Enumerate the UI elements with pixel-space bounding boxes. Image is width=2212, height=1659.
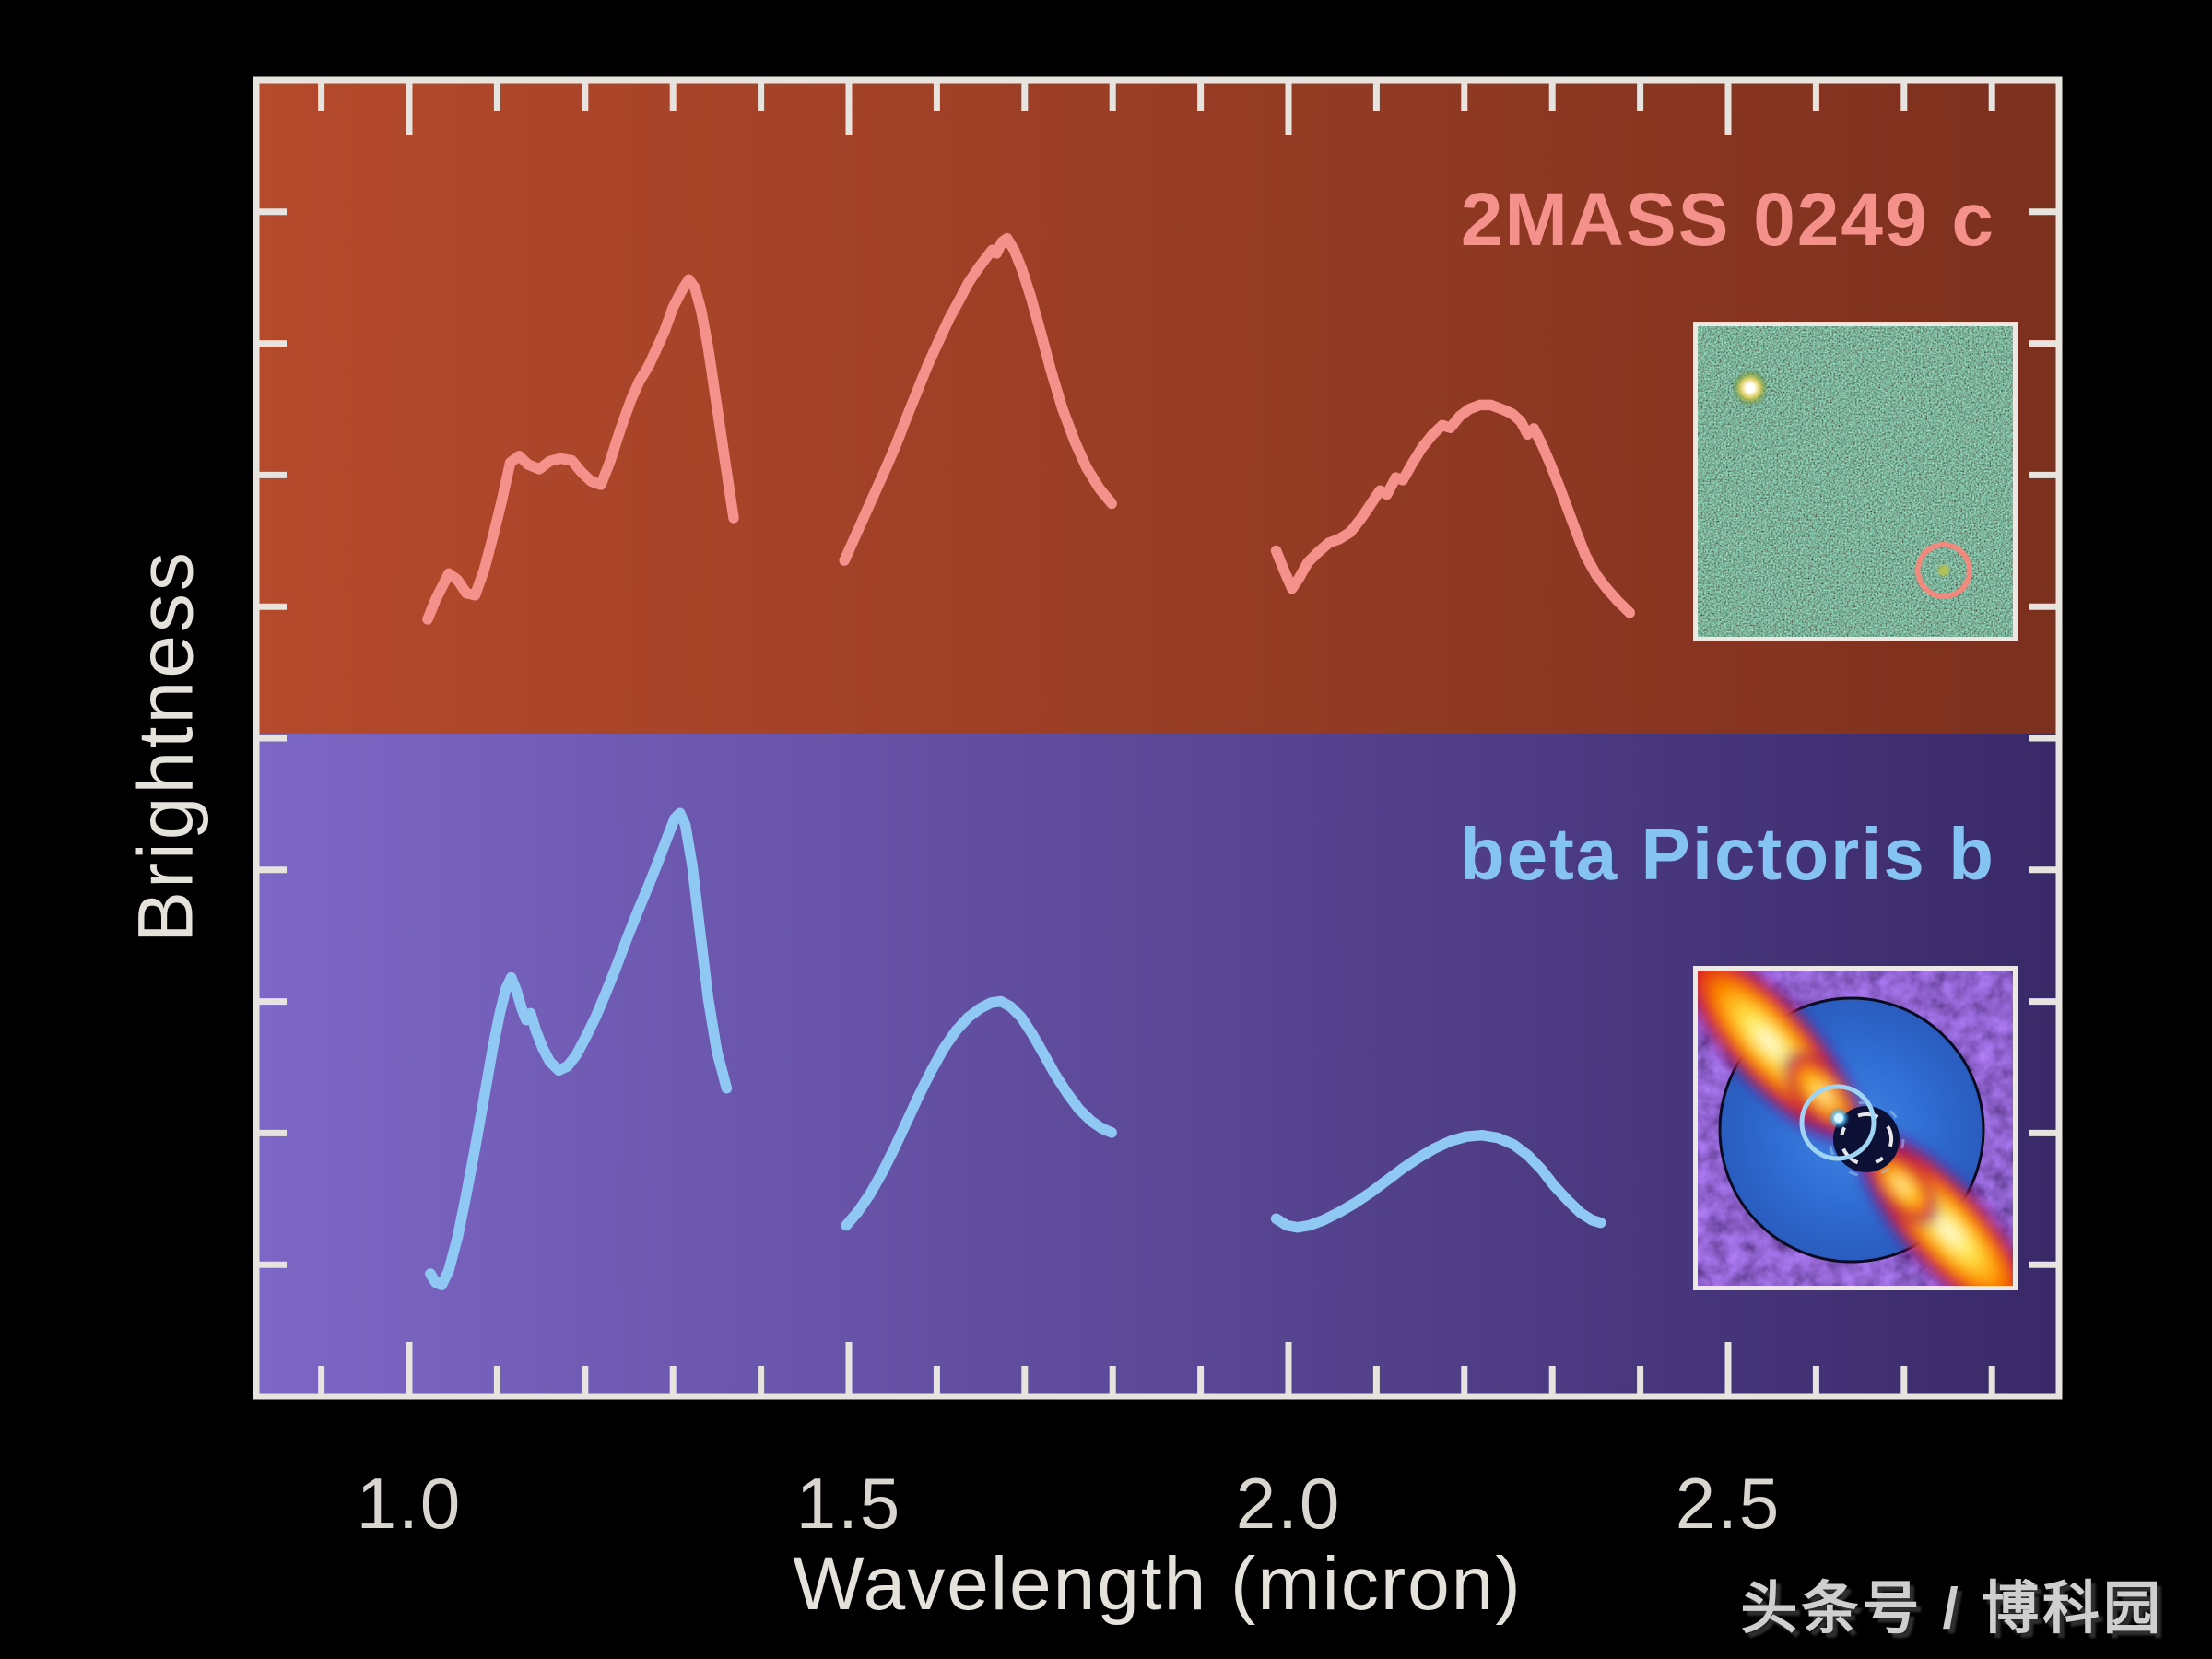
x-tick-label-2.5: 2.5 [1675,1463,1782,1544]
panel-title-beta-pictoris-b: beta Pictoris b [1459,813,1995,895]
residual-speckle-arc [1840,1112,1893,1166]
spectrum-beta-pictoris-b-K-band [1270,1129,1606,1233]
spectrum-beta-pictoris-b-H-band [841,995,1117,1231]
x-tick-label-1.0: 1.0 [356,1463,463,1544]
spectrum-2mass-0249-c-K-band [1270,399,1635,618]
planet-circle-annotation [1799,1084,1877,1161]
spectrum-2mass-0249-c-H-band [839,232,1117,566]
x-tick-label-1.5: 1.5 [795,1463,902,1544]
panel-title-2mass-0249-c: 2MASS 0249 c [1460,178,1995,262]
background-star-core [1746,383,1755,393]
inset-border [1693,322,2018,641]
companion-circle-annotation [1915,542,1972,599]
x-tick-label-2.0: 2.0 [1235,1463,1342,1544]
spectrum-beta-pictoris-b-J-band [425,807,733,1290]
spectrum-curves [422,232,1635,1290]
axis-ticks [259,83,2056,1394]
planet-dot [1834,1113,1843,1123]
inset-border [1693,966,2018,1290]
speckle-noise [1693,322,2018,641]
watermark: 头条号 / 博科园 [1740,1577,2164,1641]
spectrum-2mass-0249-c-J-band [422,274,739,625]
plot-frame [253,76,2063,1400]
y-axis-label: Brightness [122,549,209,943]
inset-image-beta-pictoris-b [1693,966,2018,1290]
companion-dot [1938,565,1949,576]
inset-image-2mass-0249-c [1693,322,2018,641]
x-axis-label: Wavelength (micron) [793,1542,1523,1626]
